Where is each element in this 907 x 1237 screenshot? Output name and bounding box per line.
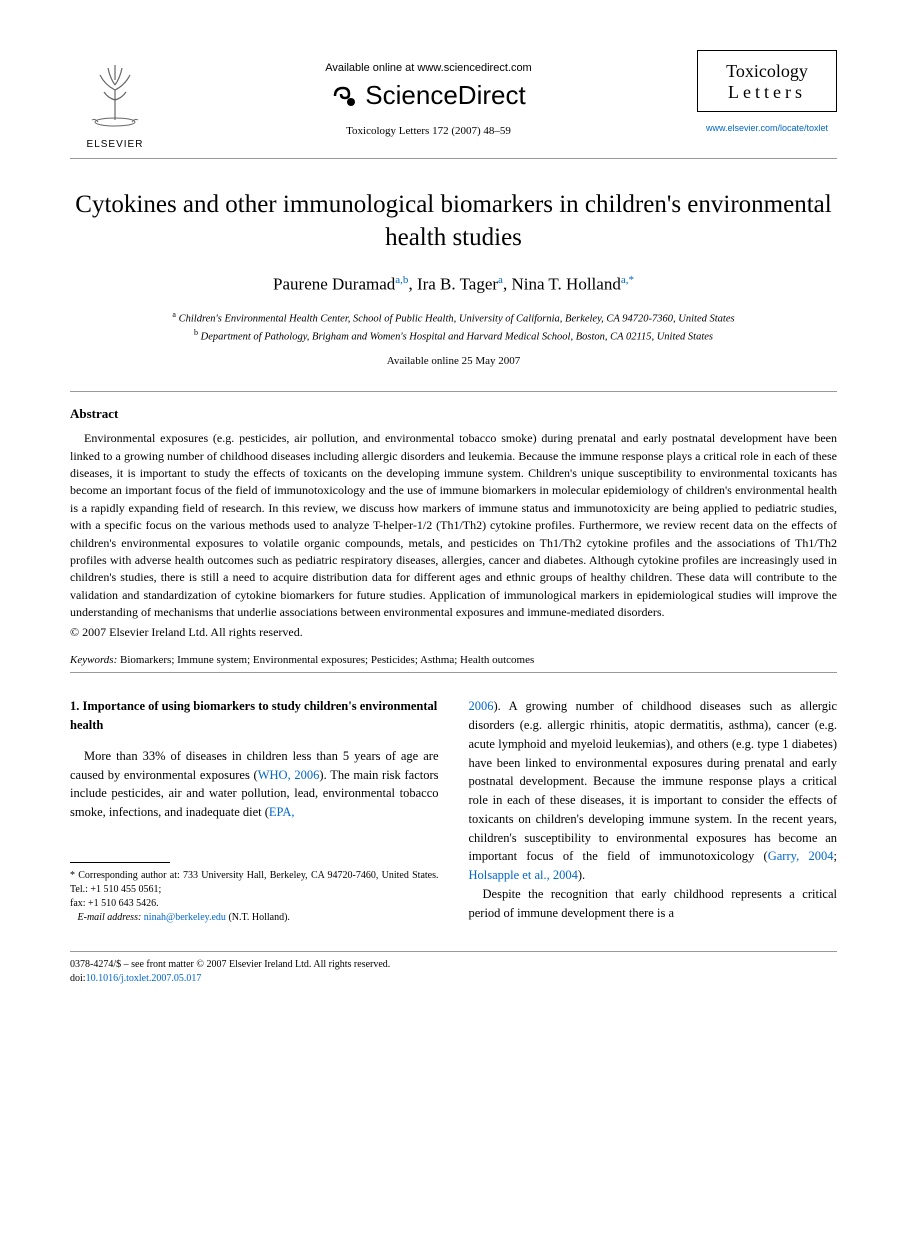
- elsevier-label: ELSEVIER: [70, 139, 160, 150]
- doi-link[interactable]: 10.1016/j.toxlet.2007.05.017: [86, 973, 202, 984]
- section-1-heading: 1. Importance of using biomarkers to stu…: [70, 697, 439, 735]
- corresponding-marker[interactable]: *: [628, 274, 634, 286]
- abstract-copyright: © 2007 Elsevier Ireland Ltd. All rights …: [70, 625, 837, 640]
- affiliation-a: a Children's Environmental Health Center…: [70, 309, 837, 327]
- keywords-line: Keywords: Biomarkers; Immune system; Env…: [70, 654, 837, 666]
- journal-name-line2: Letters: [704, 82, 830, 103]
- sciencedirect-icon: [331, 82, 359, 110]
- journal-block: Toxicology Letters www.elsevier.com/loca…: [697, 50, 837, 136]
- email-label: E-mail address:: [78, 912, 142, 923]
- body-columns: 1. Importance of using biomarkers to stu…: [70, 697, 837, 925]
- corresponding-footnote: * Corresponding author at: 733 Universit…: [70, 869, 439, 925]
- article-title: Cytokines and other immunological biomar…: [70, 189, 837, 254]
- column-left: 1. Importance of using biomarkers to stu…: [70, 697, 439, 925]
- header: ELSEVIER Available online at www.science…: [70, 50, 837, 159]
- sciencedirect-text: ScienceDirect: [365, 80, 525, 111]
- front-matter-line: 0378-4274/$ – see front matter © 2007 El…: [70, 958, 837, 972]
- col2-text-a: ). A growing number of childhood disease…: [469, 699, 838, 863]
- abstract-heading: Abstract: [70, 406, 837, 422]
- ref-epa[interactable]: EPA,: [269, 805, 295, 819]
- ref-epa-2006-cont[interactable]: 2006: [469, 699, 494, 713]
- footer-bar: 0378-4274/$ – see front matter © 2007 El…: [70, 951, 837, 986]
- journal-title-box: Toxicology Letters: [697, 50, 837, 112]
- affiliation-b-text: Department of Pathology, Brigham and Wom…: [201, 331, 713, 342]
- header-center: Available online at www.sciencedirect.co…: [160, 50, 697, 137]
- email-link[interactable]: ninah@berkeley.edu: [144, 912, 226, 923]
- sciencedirect-logo: ScienceDirect: [160, 80, 697, 111]
- affiliations: a Children's Environmental Health Center…: [70, 309, 837, 346]
- keywords-text: Biomarkers; Immune system; Environmental…: [120, 654, 534, 666]
- publisher-block: ELSEVIER: [70, 50, 160, 150]
- affiliation-a-text: Children's Environmental Health Center, …: [179, 313, 735, 324]
- email-suffix: (N.T. Holland).: [228, 912, 289, 923]
- col2-text-b: ).: [578, 868, 585, 882]
- footnote-corr: * Corresponding author at: 733 Universit…: [70, 869, 439, 897]
- doi-label: doi:: [70, 973, 86, 984]
- journal-url-link[interactable]: www.elsevier.com/locate/toxlet: [706, 123, 828, 133]
- footnote-fax: fax: +1 510 643 5426.: [70, 897, 439, 911]
- author-3-name: Nina T. Holland: [511, 275, 620, 294]
- elsevier-tree-icon: [80, 50, 150, 130]
- available-online-text: Available online at www.sciencedirect.co…: [160, 62, 697, 74]
- column-right: 2006). A growing number of childhood dis…: [469, 697, 838, 925]
- footnote-separator: [70, 862, 170, 863]
- abstract-body: Environmental exposures (e.g. pesticides…: [70, 430, 837, 621]
- keywords-label: Keywords:: [70, 654, 117, 666]
- col2-sep: ;: [834, 849, 837, 863]
- col2-paragraph-2: Despite the recognition that early child…: [469, 885, 838, 923]
- affiliation-b: b Department of Pathology, Brigham and W…: [70, 327, 837, 345]
- journal-name-line1: Toxicology: [704, 61, 830, 82]
- divider-bottom: [70, 672, 837, 673]
- ref-who-2006[interactable]: WHO, 2006: [258, 768, 320, 782]
- col2-paragraph-1: 2006). A growing number of childhood dis…: [469, 697, 838, 885]
- divider-top: [70, 391, 837, 392]
- ref-garry-2004[interactable]: Garry, 2004: [768, 849, 834, 863]
- authors-line: Paurene Duramada,b, Ira B. Tagera, Nina …: [70, 274, 837, 295]
- author-1-name: Paurene Duramad: [273, 275, 395, 294]
- citation-text: Toxicology Letters 172 (2007) 48–59: [160, 125, 697, 137]
- footnote-email-line: E-mail address: ninah@berkeley.edu (N.T.…: [70, 911, 439, 925]
- author-2-name: Ira B. Tager: [417, 275, 498, 294]
- col1-paragraph-1: More than 33% of diseases in children le…: [70, 747, 439, 822]
- doi-line: doi:10.1016/j.toxlet.2007.05.017: [70, 972, 837, 986]
- ref-holsapple-2004[interactable]: Holsapple et al., 2004: [469, 868, 578, 882]
- author-2-aff[interactable]: a: [498, 274, 503, 286]
- page-container: ELSEVIER Available online at www.science…: [0, 0, 907, 1026]
- author-1-aff[interactable]: a,b: [395, 274, 408, 286]
- publication-date: Available online 25 May 2007: [70, 355, 837, 367]
